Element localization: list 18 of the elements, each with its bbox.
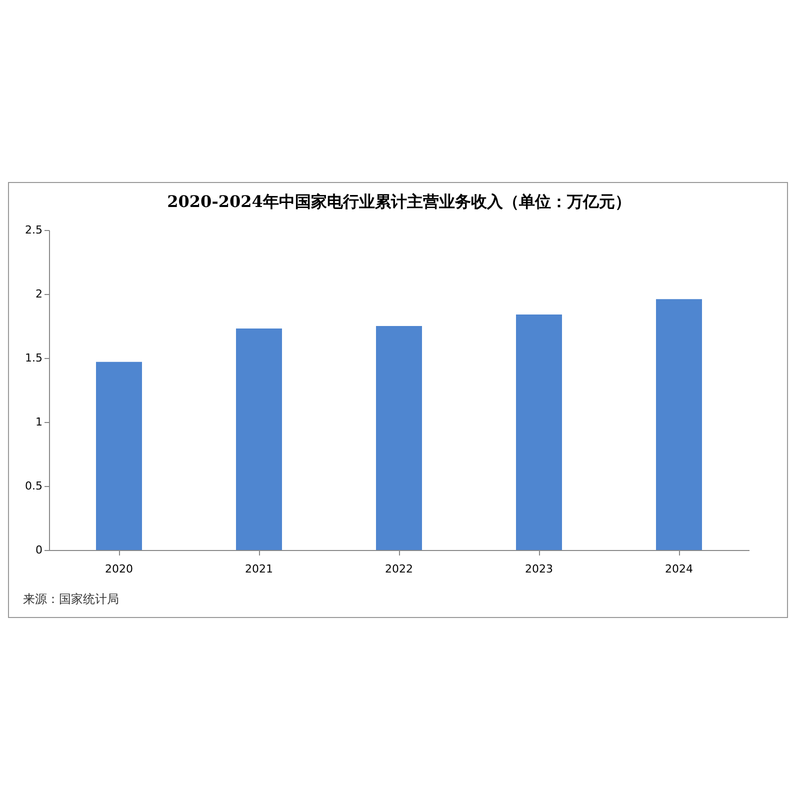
bar <box>236 328 282 550</box>
y-tick-label: 0.5 <box>25 480 42 492</box>
chart-title: 2020-2024年中国家电行业累计主营业务收入（单位：万亿元） <box>167 192 631 211</box>
y-tick-label: 2.5 <box>25 224 42 236</box>
bar <box>96 362 142 550</box>
y-tick-label: 1 <box>36 416 42 428</box>
y-tick-label: 0 <box>36 544 42 556</box>
x-tick-label: 2024 <box>665 562 693 576</box>
x-tick-label: 2021 <box>245 562 273 576</box>
x-tick-label: 2022 <box>385 562 413 576</box>
y-tick-label: 1.5 <box>25 352 42 364</box>
bar <box>376 326 422 550</box>
x-tick-label: 2023 <box>525 562 553 576</box>
bar <box>656 299 702 550</box>
x-tick-label: 2020 <box>105 562 133 576</box>
y-tick-label: 2 <box>36 288 42 300</box>
bar <box>516 314 562 550</box>
source-note: 来源：国家统计局 <box>23 591 119 608</box>
